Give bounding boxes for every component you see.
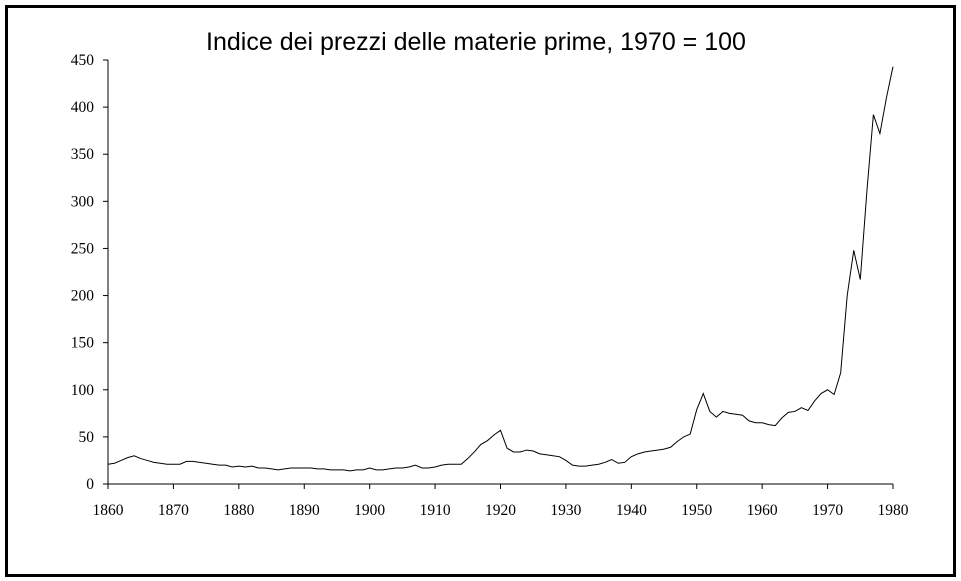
x-tick-label: 1950 (681, 502, 712, 519)
y-tick-label: 250 (71, 240, 95, 257)
x-tick-label: 1880 (223, 502, 254, 519)
x-tick-label: 1890 (289, 502, 320, 519)
x-tick-label: 1980 (878, 502, 909, 519)
x-tick-label: 1970 (812, 502, 843, 519)
y-tick-label: 300 (71, 193, 95, 210)
x-tick-label: 1870 (158, 502, 189, 519)
series-line (107, 66, 894, 472)
y-tick-label: 400 (71, 99, 95, 116)
x-tick-label: 1910 (420, 502, 451, 519)
y-tick-label: 0 (86, 476, 94, 493)
y-tick-label: 450 (71, 52, 95, 69)
y-tick-label: 350 (71, 146, 95, 163)
x-tick-label: 1940 (616, 502, 647, 519)
y-tick-label: 50 (79, 429, 95, 446)
series-group (107, 66, 894, 472)
y-tick-label: 150 (71, 335, 95, 352)
x-tick-label: 1860 (93, 502, 124, 519)
x-axis: 1860 1870 1880 1890 1900 1910 1920 1930 1940 1950… (93, 483, 909, 519)
y-tick-label: 200 (71, 288, 95, 305)
x-tick-label: 1900 (354, 502, 385, 519)
x-tick-label: 1920 (485, 502, 516, 519)
y-axis: 0 50 100 150 200 250 300 350 400 450 (71, 52, 109, 493)
x-tick-label: 1930 (550, 502, 581, 519)
x-tick-label: 1960 (747, 502, 778, 519)
chart-frame (5, 5, 956, 577)
y-tick-label: 100 (71, 382, 95, 399)
chart-title: Indice dei prezzi delle materie prime, 1… (206, 28, 746, 56)
